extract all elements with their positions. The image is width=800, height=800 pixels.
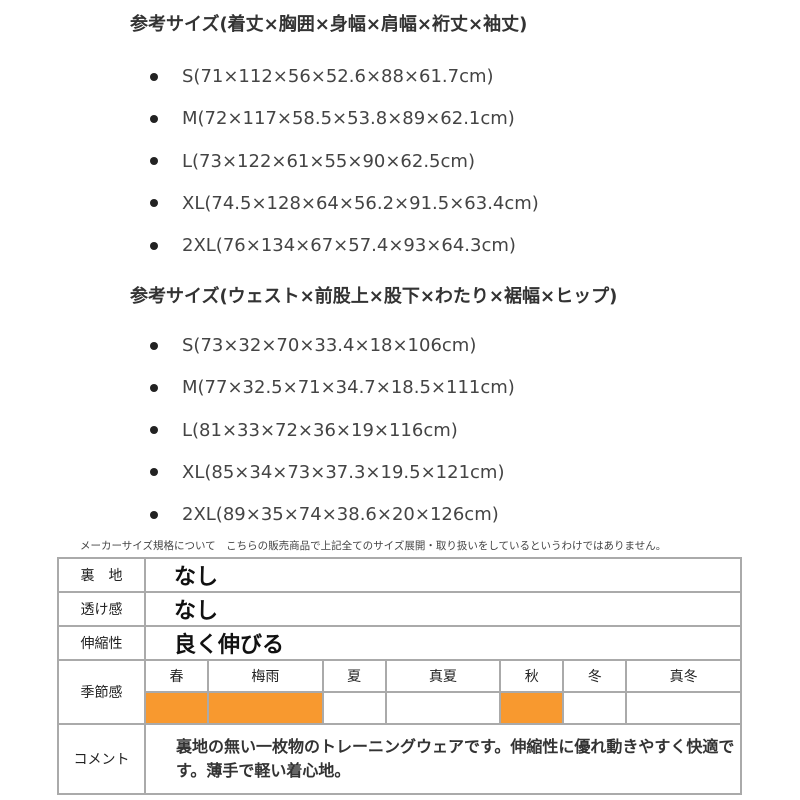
top-size-heading: 参考サイズ(着丈×胸囲×身幅×肩幅×裄丈×袖丈) [130,14,528,35]
bullet-icon [150,157,158,166]
size-text: XL(85×34×73×37.3×19.5×121cm) [182,461,505,483]
season-name: 梅雨 [207,659,324,693]
lining-label: 裏 地 [57,557,146,593]
size-list-item: M(77×32.5×71×34.7×18.5×111cm) [150,377,515,398]
bullet-icon [150,199,158,208]
season-name: 真冬 [625,659,742,693]
stretch-value: 良く伸びる [144,625,742,661]
season-indicator [499,691,565,725]
size-text: S(71×112×56×52.6×88×61.7cm) [182,66,494,87]
size-text: 2XL(76×134×67×57.4×93×64.3cm) [182,235,516,257]
size-list-item: S(73×32×70×33.4×18×106cm) [150,335,476,356]
size-text: 2XL(89×35×74×38.6×20×126cm) [182,504,499,526]
comment-label: コメント [57,723,146,795]
season-name: 夏 [321,659,387,693]
bullet-icon [150,510,158,519]
size-note: メーカーサイズ規格について こちらの販売商品で上記全てのサイズ展開・取り扱いをし… [80,540,667,552]
size-text: S(73×32×70×33.4×18×106cm) [182,335,477,356]
bullet-icon [150,241,158,250]
season-indicator [321,691,387,725]
season-indicator [207,691,324,725]
sheer-value: なし [144,591,742,627]
season-label: 季節感 [57,659,146,725]
lining-value: なし [144,557,742,593]
size-list-item: L(73×122×61×55×90×62.5cm) [150,151,475,172]
size-list-item: 2XL(89×35×74×38.6×20×126cm) [150,504,499,525]
season-indicator [143,691,210,725]
bullet-icon [150,426,158,435]
season-name: 冬 [562,659,628,693]
size-text: M(77×32.5×71×34.7×18.5×111cm) [182,377,515,399]
season-name: 春 [143,659,210,693]
sheer-label: 透け感 [57,591,146,627]
bullet-icon [150,341,158,350]
comment-text: 裏地の無い一枚物のトレーニングウェアです。伸縮性に優れ動きやすく快適です。薄手で… [144,723,742,795]
size-list-item: L(81×33×72×36×19×116cm) [150,420,458,441]
bullet-icon [150,72,158,81]
size-list-item: 2XL(76×134×67×57.4×93×64.3cm) [150,235,516,256]
product-info-table: 裏 地なし 透け感 なし 伸縮性 良く伸びる 季節感春梅雨夏真夏秋冬真冬 コメント裏… [57,557,742,795]
bullet-icon [150,114,158,123]
size-text: L(81×33×72×36×19×116cm) [182,419,458,441]
size-list-item: XL(85×34×73×37.3×19.5×121cm) [150,462,504,483]
stretch-label: 伸縮性 [57,625,146,661]
size-list-item: S(71×112×56×52.6×88×61.7cm) [150,66,494,87]
season-indicator [384,691,502,725]
season-indicator [625,691,742,725]
size-list-item: XL(74.5×128×64×56.2×91.5×63.4cm) [150,193,539,214]
bottom-size-heading: 参考サイズ(ウェスト×前股上×股下×わたり×裾幅×ヒップ) [130,286,618,307]
size-text: M(72×117×58.5×53.8×89×62.1cm) [182,108,515,130]
size-list-item: M(72×117×58.5×53.8×89×62.1cm) [150,108,515,129]
size-text: XL(74.5×128×64×56.2×91.5×63.4cm) [182,192,539,214]
season-name: 秋 [499,659,565,693]
season-indicator [562,691,628,725]
season-name: 真夏 [384,659,502,693]
size-text: L(73×122×61×55×90×62.5cm) [182,150,475,172]
bullet-icon [150,383,158,392]
bullet-icon [150,468,158,477]
